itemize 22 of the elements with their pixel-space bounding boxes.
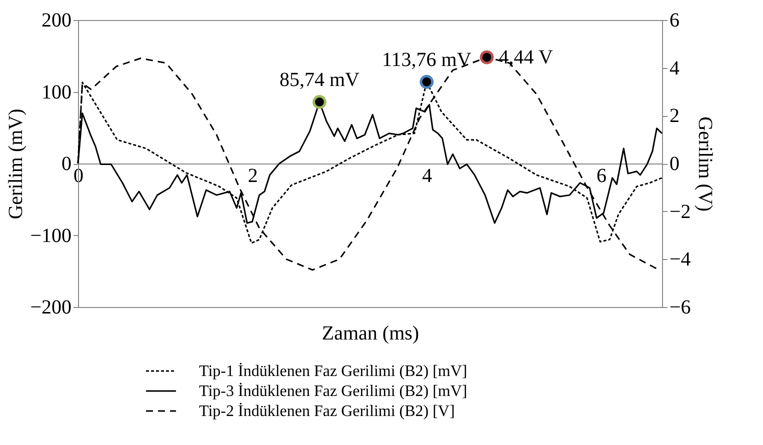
y2-tick-label: −4 xyxy=(670,248,691,271)
y-axis-title: Gerilim (mV) xyxy=(5,108,28,220)
x-axis-title: Zaman (ms) xyxy=(322,322,420,344)
data-label: 4,44 V xyxy=(498,46,554,68)
x-tick-label: 2 xyxy=(248,165,258,187)
y-tick-label: 100 xyxy=(42,81,72,104)
legend-label: Tip-1 İndüklenen Faz Gerilimi (B2) [mV] xyxy=(199,362,468,380)
legend-label: Tip-3 İndüklenen Faz Gerilimi (B2) [mV] xyxy=(199,382,468,400)
y2-tick-label: 2 xyxy=(670,105,680,128)
y2-tick-label: 6 xyxy=(670,10,680,32)
y2-tick-label: −2 xyxy=(670,200,691,223)
legend-label: Tip-2 İndüklenen Faz Gerilimi (B2) [V] xyxy=(199,402,455,420)
data-label: 85,74 mV xyxy=(279,68,360,91)
x-tick-label: 4 xyxy=(422,165,432,187)
data-label: 113,76 mV xyxy=(382,48,472,71)
y-tick-label: 200 xyxy=(42,10,72,32)
y2-tick-label: 4 xyxy=(670,57,680,80)
x-tick-label: 6 xyxy=(596,165,606,187)
y2-axis-title: Gerilim (V) xyxy=(694,116,716,212)
y-tick-label: −200 xyxy=(30,296,72,318)
y-tick-label: −100 xyxy=(30,224,72,247)
y2-tick-label: −6 xyxy=(670,296,691,318)
